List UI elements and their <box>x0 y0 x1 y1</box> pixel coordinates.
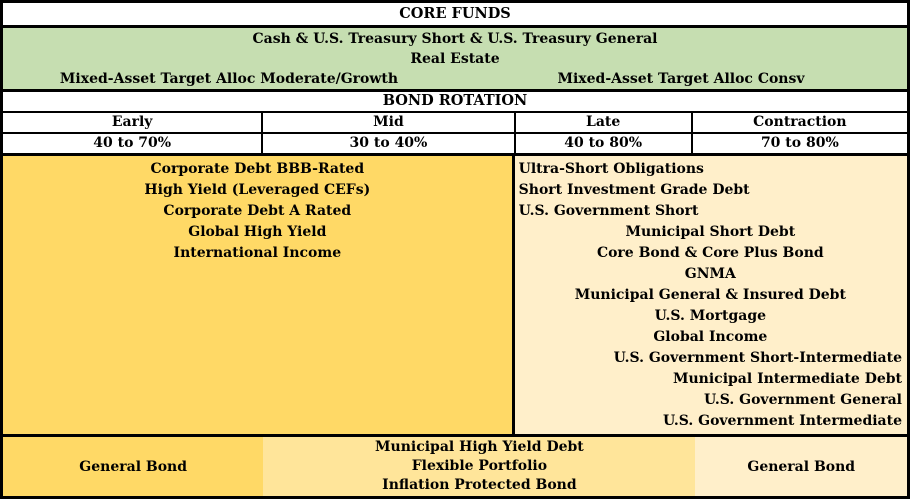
fund-item: International Income <box>173 245 342 261</box>
fund-item: High Yield (Leveraged CEFs) <box>144 182 371 198</box>
bond-rotation-header: BOND ROTATION <box>3 92 907 113</box>
phase-label-late: Late <box>516 113 693 132</box>
fund-item: U.S. Government General <box>703 392 902 408</box>
core-funds-mixed-asset-row: Mixed-Asset Target Alloc Moderate/Growth… <box>3 69 907 89</box>
core-funds-title: CORE FUNDS <box>399 5 511 22</box>
core-funds-mixed-asset-growth: Mixed-Asset Target Alloc Moderate/Growth <box>59 71 399 87</box>
phase-allocation-early: 40 to 70% <box>3 134 264 153</box>
fund-item: Short Investment Grade Debt <box>518 182 750 198</box>
phase-allocation-late: 40 to 80% <box>516 134 693 153</box>
phase-allocation-contraction: 70 to 80% <box>760 135 839 151</box>
fund-item: Corporate Debt A Rated <box>163 203 352 219</box>
fund-item: Municipal Intermediate Debt <box>673 371 902 387</box>
phase-label-mid: Mid <box>263 113 516 132</box>
fund-item: Core Bond & Core Plus Bond <box>596 245 824 261</box>
fund-item: Flexible Portfolio <box>411 458 548 474</box>
fund-item: Municipal General & Insured Debt <box>574 287 846 303</box>
fund-item: U.S. Government Short <box>518 203 699 219</box>
fund-item: Corporate Debt BBB-Rated <box>150 161 365 177</box>
core-funds-header: CORE FUNDS <box>3 3 907 28</box>
bottom-row: General Bond Municipal High Yield Debt Fl… <box>3 434 907 496</box>
core-funds-mixed-asset-consv: Mixed-Asset Target Alloc Consv <box>557 71 805 87</box>
phase-label-contraction: Contraction <box>753 114 847 130</box>
phase-allocation-row: 40 to 70% 30 to 40% 40 to 80% 70 to 80% <box>3 134 907 156</box>
fund-item: Global Income <box>653 329 768 345</box>
bottom-left-cell: General Bond <box>3 437 264 496</box>
early-mid-panel: Corporate Debt BBB-Rated High Yield (Leve… <box>3 156 515 434</box>
core-funds-section: Cash & U.S. Treasury Short & U.S. Treasu… <box>3 28 907 92</box>
late-panel-center-group: Municipal Short Debt Core Bond & Core Plu… <box>519 222 902 348</box>
late-contraction-panel: Ultra-Short Obligations Short Investment … <box>514 156 907 434</box>
fund-item: Municipal High Yield Debt <box>375 439 584 455</box>
bond-rotation-title: BOND ROTATION <box>382 92 528 109</box>
phase-allocation-mid: 30 to 40% <box>263 134 516 153</box>
phase-label-row: Early Mid Late Contraction <box>3 113 907 134</box>
fund-item: Ultra-Short Obligations <box>518 161 704 177</box>
core-funds-cash-treasury: Cash & U.S. Treasury Short & U.S. Treasu… <box>252 31 658 47</box>
fund-item: GNMA <box>684 266 736 282</box>
fund-item: U.S. Government Short-Intermediate <box>613 350 902 366</box>
fund-item: U.S. Mortgage <box>654 308 767 324</box>
core-funds-real-estate: Real Estate <box>410 51 500 67</box>
fund-panels: Corporate Debt BBB-Rated High Yield (Leve… <box>3 156 907 434</box>
fund-item: Global High Yield <box>188 224 327 240</box>
phase-label-early: Early <box>3 113 264 132</box>
bottom-middle-cell: Municipal High Yield Debt Flexible Portfo… <box>263 437 696 496</box>
bottom-right-cell: General Bond <box>695 437 907 496</box>
late-panel-right-group: U.S. Government Short-Intermediate Munici… <box>519 348 902 432</box>
fund-item: Inflation Protected Bond <box>382 477 577 493</box>
fund-item: Municipal Short Debt <box>625 224 796 240</box>
late-panel-left-group: Ultra-Short Obligations Short Investment … <box>519 159 902 222</box>
fund-item: U.S. Government Intermediate <box>662 413 902 429</box>
